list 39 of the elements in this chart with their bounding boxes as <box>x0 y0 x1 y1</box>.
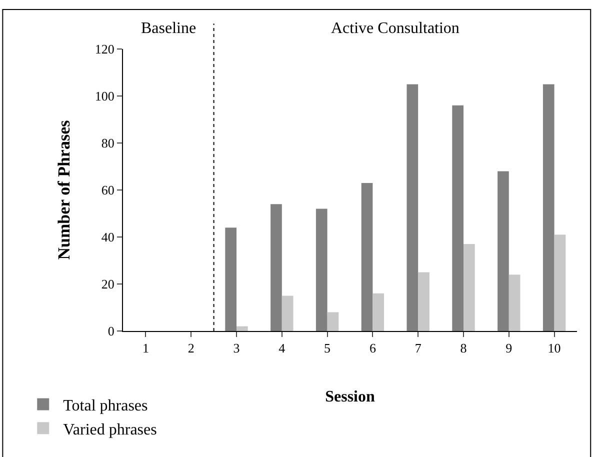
x-tick-label: 4 <box>278 340 286 356</box>
y-tick-label: 80 <box>101 136 114 151</box>
bar <box>406 84 418 331</box>
bar <box>418 272 430 331</box>
bar <box>225 228 236 331</box>
x-tick-label: 9 <box>506 340 512 356</box>
x-tick-label: 7 <box>414 340 422 356</box>
bar <box>316 208 328 331</box>
bar <box>498 171 509 331</box>
bar <box>452 105 464 331</box>
bar <box>464 244 475 331</box>
x-tick-label: 3 <box>233 340 240 356</box>
y-tick-label: 120 <box>94 42 114 57</box>
x-axis-title: Session <box>325 388 375 406</box>
x-tick-label: 8 <box>460 340 467 356</box>
y-tick-label: 40 <box>101 230 114 245</box>
y-tick-label: 0 <box>108 324 114 339</box>
bar <box>327 312 339 331</box>
bar <box>282 296 294 331</box>
bar <box>270 204 282 331</box>
legend-label: Varied phrases <box>63 421 157 438</box>
bar <box>542 84 554 331</box>
bar <box>361 182 373 331</box>
legend-label: Total phrases <box>63 398 148 415</box>
x-tick-label: 5 <box>324 340 331 356</box>
y-tick-label: 20 <box>101 276 114 292</box>
bar <box>508 274 520 331</box>
x-tick-label: 1 <box>142 340 149 356</box>
text: Baseline <box>141 20 196 37</box>
y-tick-label: 60 <box>101 182 114 198</box>
x-tick-label: 2 <box>188 340 194 356</box>
bar <box>554 234 566 331</box>
bar <box>372 293 384 331</box>
x-tick-label: 6 <box>369 340 376 356</box>
y-axis-title: Number of Phrases <box>54 120 74 260</box>
y-tick-label: 100 <box>94 88 114 104</box>
text: Active Consultation <box>331 20 460 37</box>
x-tick-label: 10 <box>548 340 561 356</box>
bar <box>236 326 248 331</box>
